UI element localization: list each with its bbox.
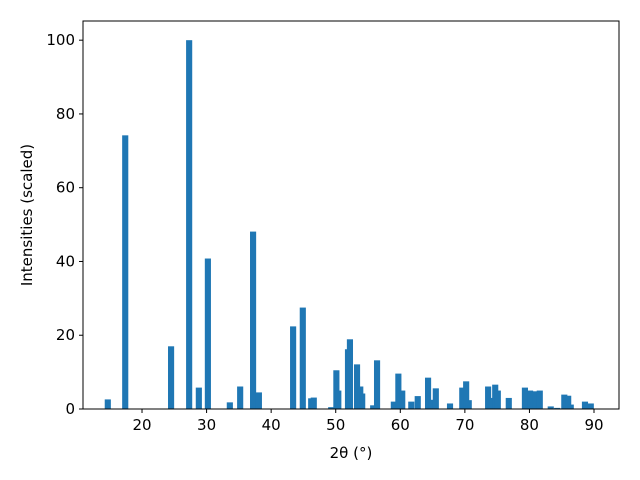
y-tick-label: 0 — [65, 400, 75, 418]
bar — [414, 396, 421, 409]
bar — [186, 40, 193, 409]
bar — [432, 388, 439, 409]
y-tick-label: 40 — [56, 252, 75, 270]
axes-frame — [82, 20, 620, 410]
bar — [532, 391, 539, 409]
bar — [353, 364, 361, 409]
bar — [521, 387, 528, 409]
x-tick-label: 80 — [520, 416, 539, 434]
bar — [255, 392, 262, 409]
x-tick-label: 20 — [132, 416, 151, 434]
bar — [395, 373, 402, 409]
bar — [581, 401, 589, 409]
bar — [399, 390, 406, 409]
bar — [359, 393, 366, 409]
bar — [536, 390, 543, 409]
bar — [408, 401, 415, 409]
bar — [565, 395, 572, 409]
bar — [527, 390, 534, 409]
x-tick-label: 70 — [455, 416, 474, 434]
bar — [561, 394, 568, 409]
bar — [310, 397, 317, 409]
y-axis-label: Intensities (scaled) — [18, 144, 36, 286]
bar — [250, 231, 257, 409]
bar — [204, 258, 211, 409]
bar — [424, 377, 432, 409]
bar — [335, 390, 342, 409]
bar — [554, 407, 561, 409]
bar — [168, 346, 175, 409]
bar — [459, 387, 466, 409]
bar — [465, 400, 472, 409]
x-tick-label: 60 — [391, 416, 410, 434]
bar — [567, 404, 574, 409]
x-tick-label: 50 — [326, 416, 345, 434]
bar — [463, 381, 470, 409]
x-tick-label: 40 — [262, 416, 281, 434]
x-tick-label: 90 — [584, 416, 603, 434]
bar — [346, 339, 354, 409]
bar — [370, 405, 377, 409]
bar — [195, 387, 202, 409]
y-tick-label: 100 — [46, 31, 75, 49]
bar — [488, 397, 496, 409]
y-tick-label: 80 — [56, 105, 75, 123]
bar — [328, 407, 335, 409]
bar — [237, 386, 244, 409]
bar — [226, 402, 233, 409]
bar — [390, 401, 397, 409]
bar — [547, 406, 554, 409]
y-tick-label: 60 — [56, 179, 75, 197]
bar — [290, 326, 297, 409]
bar — [299, 307, 306, 409]
bar — [333, 370, 340, 409]
bar — [505, 397, 512, 409]
y-tick-label: 20 — [56, 326, 75, 344]
bar — [587, 403, 594, 409]
bar — [485, 386, 492, 409]
x-axis-label: 2θ (°) — [330, 444, 373, 462]
bar — [446, 403, 454, 409]
bar — [494, 390, 501, 409]
bar — [122, 135, 129, 409]
bar — [104, 399, 111, 409]
x-tick-label: 30 — [197, 416, 216, 434]
bar — [373, 360, 381, 409]
bar — [428, 399, 436, 409]
